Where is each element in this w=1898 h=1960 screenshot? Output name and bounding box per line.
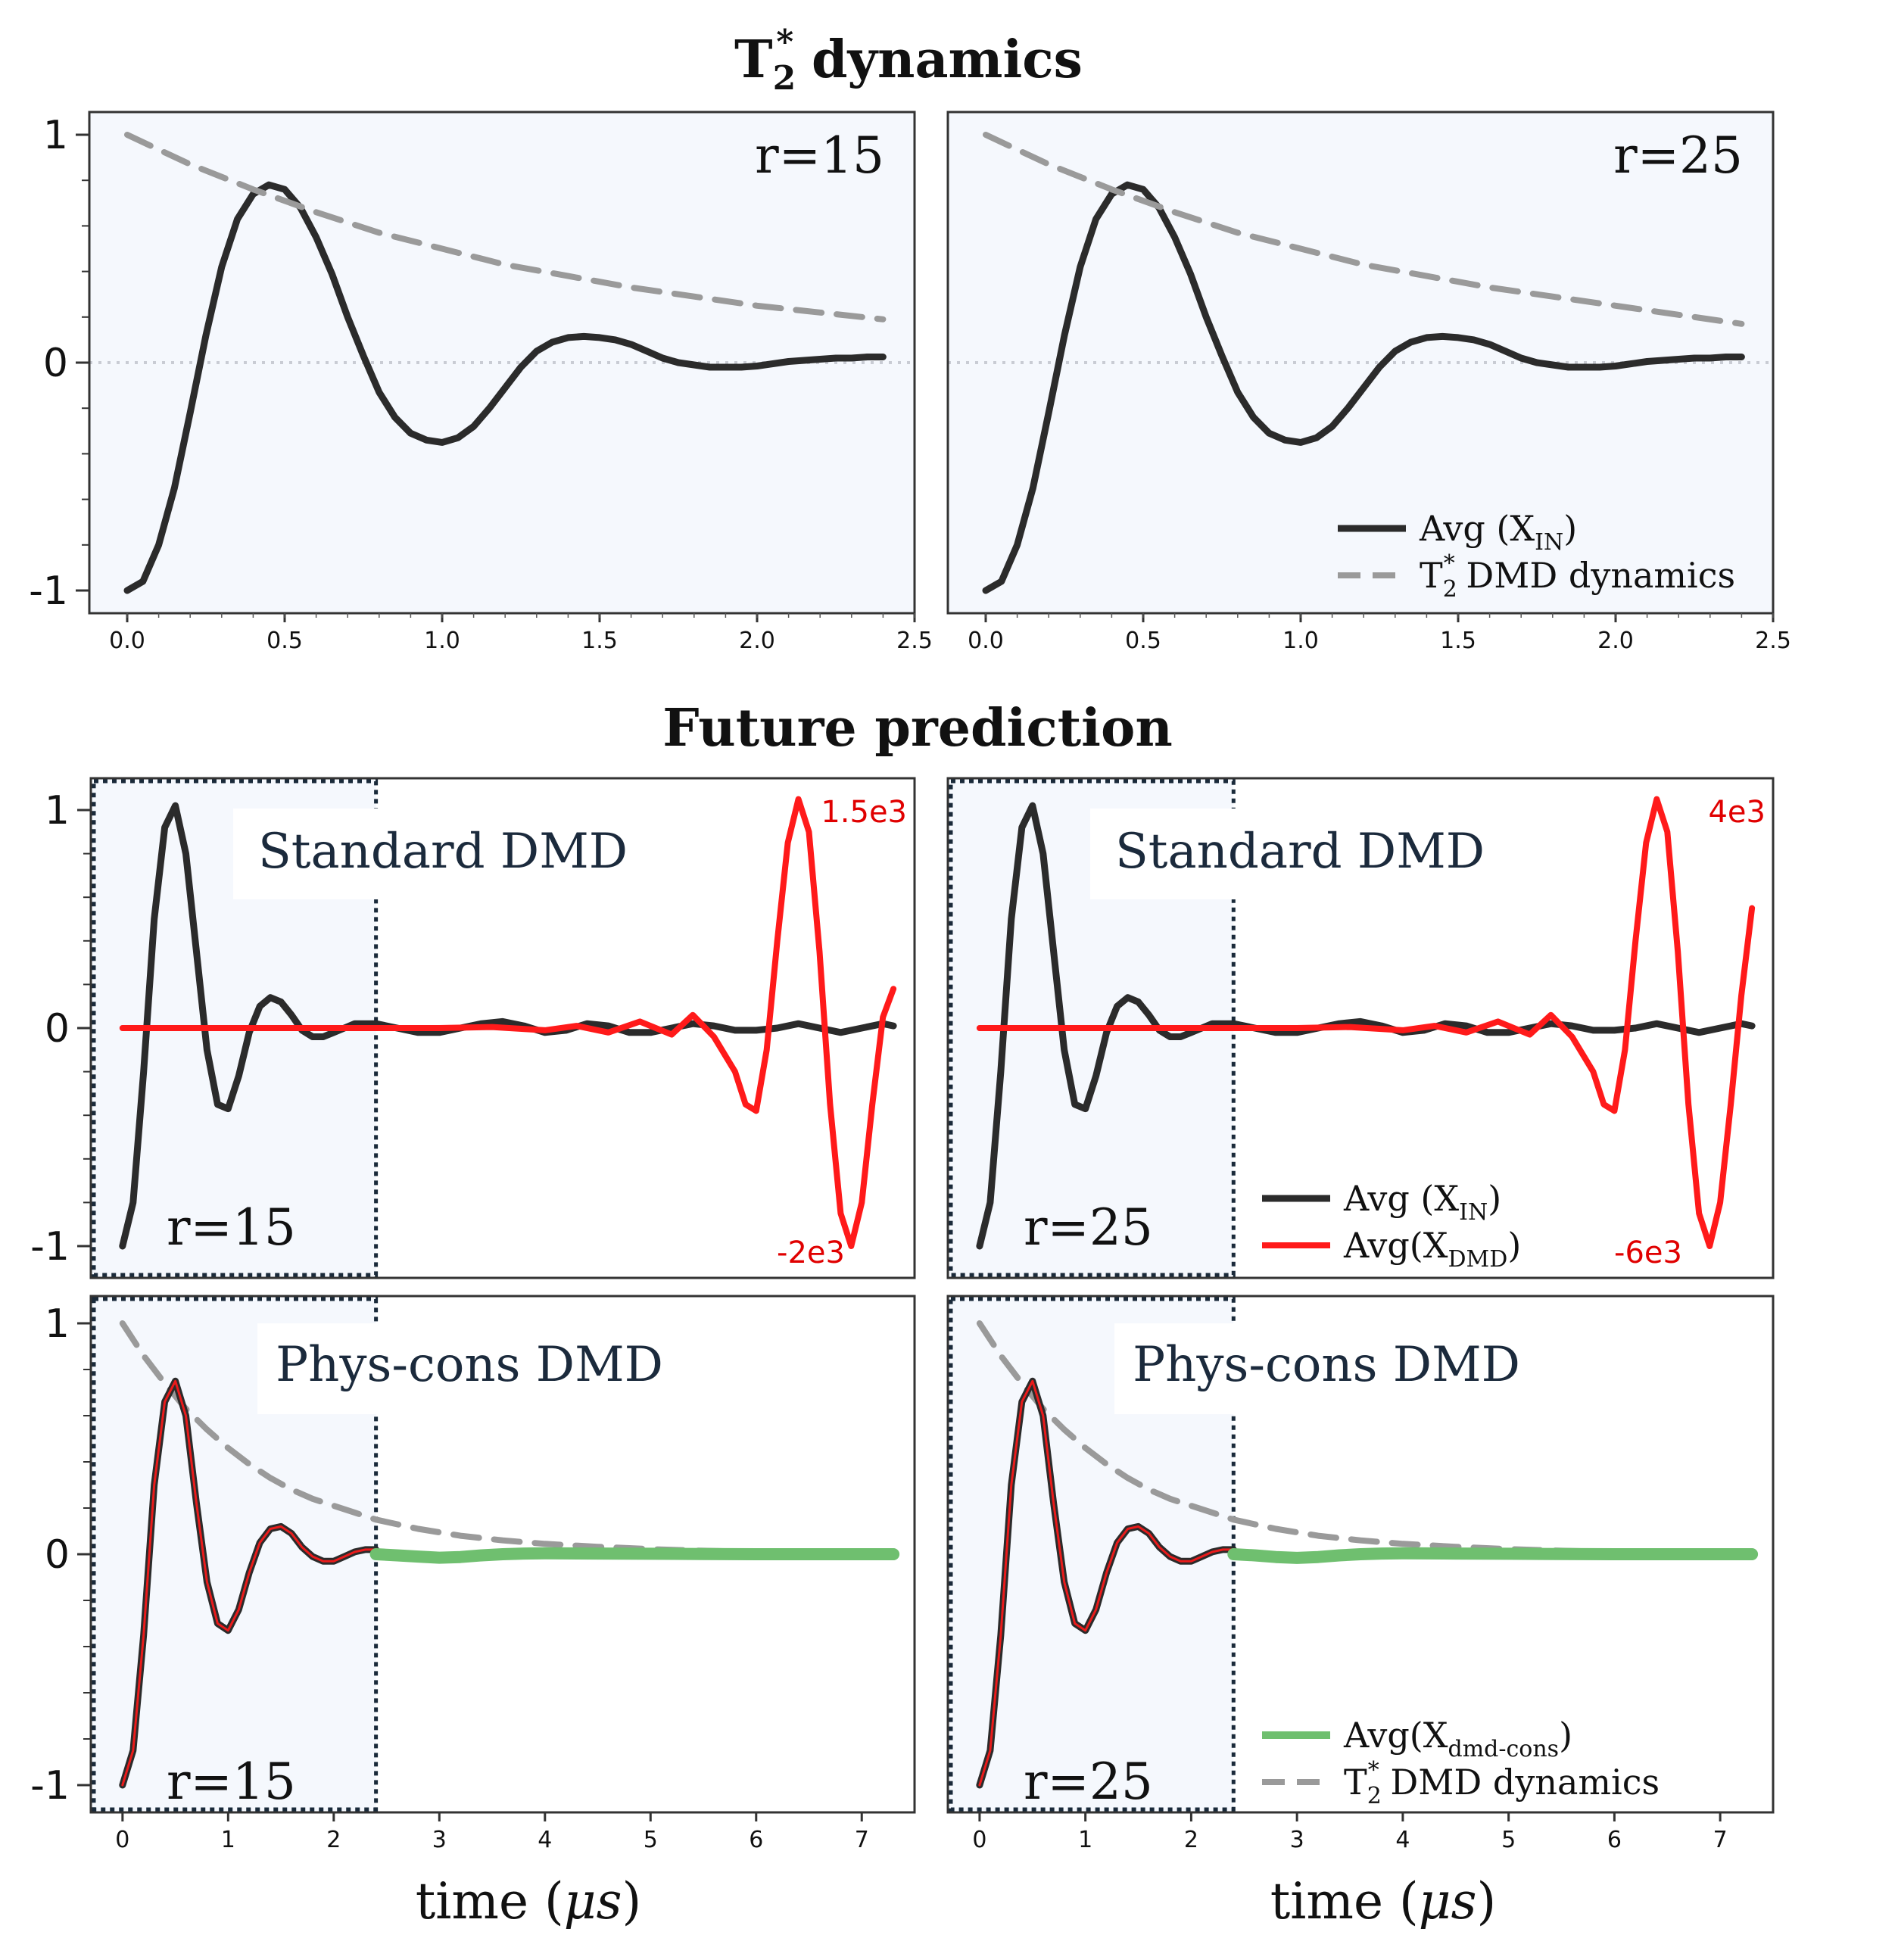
x-tick-label: 0.5	[266, 628, 303, 654]
method-label: Standard DMD	[1115, 824, 1485, 880]
y-tick-label: 1	[43, 113, 68, 158]
min-annotation: -2e3	[777, 1236, 845, 1270]
rank-label: r=15	[167, 1753, 296, 1811]
legend-label: T2* DMD dynamics	[1420, 550, 1735, 603]
x-tick-label: 6	[1607, 1827, 1622, 1853]
top-section-title: T2* dynamics	[734, 23, 1083, 98]
series-line-standard_overlay	[121, 1379, 378, 1787]
panel-mid-right: Standard DMD r=25 4e3 -6e3 Avg (XIN)Avg(XDMD…	[946, 777, 1775, 1279]
x-tick-label: 6	[749, 1827, 763, 1853]
y-axis: 1 0 -1	[30, 1301, 91, 1809]
series-line-standard	[119, 796, 897, 1249]
rank-label: r=25	[1613, 126, 1743, 185]
x-tick-label: 1	[221, 1827, 235, 1853]
series-line-phys	[369, 1547, 900, 1564]
rank-label: r=15	[755, 126, 884, 185]
method-label-box	[233, 809, 627, 899]
x-tick-label: 2.5	[1755, 628, 1791, 654]
method-label: Standard DMD	[258, 824, 628, 880]
x-axis: 0.0 0.5 1.0 1.5 2.0 2.5	[968, 613, 1791, 654]
legend-label: Avg (XIN)	[1343, 1178, 1501, 1226]
x-axis: 0 1 2 3 4 5 6 7	[115, 1812, 869, 1853]
x-tick-label: 2	[1184, 1827, 1198, 1853]
series-line-phys	[1227, 1547, 1759, 1564]
x-tick-label: 4	[538, 1827, 552, 1853]
x-tick-label: 7	[1713, 1827, 1728, 1853]
plot-frame	[946, 111, 1775, 615]
max-annotation: 1.5e3	[821, 795, 907, 830]
x-tick-label: 7	[855, 1827, 869, 1853]
y-tick-label: 0	[45, 1006, 70, 1052]
series-line-standard	[976, 796, 1756, 1249]
bottom-section-title: Future prediction	[662, 698, 1173, 759]
series-line-envelope	[983, 132, 1745, 327]
y-tick-label: 1	[45, 1301, 70, 1347]
method-label: Phys-cons DMD	[1133, 1337, 1520, 1393]
panel-bot-right: Phys-cons DMD r=25 0 1 2 3 4 5 6 7 time (μs) Avg(Xd…	[946, 1295, 1775, 1930]
y-tick-label: 0	[43, 341, 68, 386]
min-annotation: -6e3	[1614, 1236, 1682, 1270]
x-tick-label: 1	[1078, 1827, 1092, 1853]
x-tick-label: 1.5	[581, 628, 618, 654]
y-tick-label: 0	[45, 1532, 70, 1578]
y-tick-label: 1	[45, 788, 70, 834]
method-label: Phys-cons DMD	[276, 1337, 663, 1393]
x-tick-label: 0.5	[1125, 628, 1161, 654]
legend: Avg (XIN)Avg(XDMD)	[1262, 1178, 1521, 1273]
x-axis: 0 1 2 3 4 5 6 7	[972, 1812, 1728, 1853]
panel-bot-left: Phys-cons DMD r=15 1 0 -1 0 1 2 3 4 5 6 7 time (μs)	[30, 1295, 916, 1930]
rank-label: r=15	[167, 1198, 296, 1257]
legend: Avg(Xdmd-cons)T2* DMD dynamics	[1262, 1715, 1660, 1809]
method-label-box	[257, 1323, 681, 1414]
x-tick-label: 5	[644, 1827, 658, 1853]
y-tick-label: -1	[30, 1224, 70, 1270]
rank-label: r=25	[1024, 1198, 1153, 1257]
legend: Avg (XIN)T2* DMD dynamics	[1338, 508, 1735, 603]
x-tick-label: 4	[1395, 1827, 1410, 1853]
max-annotation: 4e3	[1708, 795, 1766, 830]
y-tick-label: -1	[29, 569, 68, 614]
x-tick-label: 5	[1501, 1827, 1516, 1853]
series-line-envelope	[124, 132, 887, 323]
x-tick-label: 1.5	[1440, 628, 1476, 654]
x-tick-label: 1.0	[1282, 628, 1319, 654]
x-tick-label: 0	[115, 1827, 129, 1853]
rank-label: r=25	[1024, 1753, 1153, 1811]
x-axis-label: time (μs)	[416, 1872, 642, 1930]
y-axis: 1 0 -1	[30, 788, 91, 1270]
legend-label: Avg(XDMD)	[1343, 1225, 1521, 1273]
x-axis-label: time (μs)	[1270, 1872, 1497, 1930]
x-tick-label: 3	[1290, 1827, 1304, 1853]
legend-label: Avg(Xdmd-cons)	[1343, 1715, 1572, 1762]
x-tick-label: 0.0	[968, 628, 1004, 654]
plot-frame	[946, 777, 1775, 1279]
x-tick-label: 2.5	[896, 628, 933, 654]
panel-top-right: r=25 0.0 0.5 1.0 1.5 2.0 2.5 Avg (XIN)T2* DMD d…	[946, 111, 1791, 654]
method-label-box	[1114, 1323, 1538, 1414]
legend-label: T2* DMD dynamics	[1344, 1757, 1660, 1809]
legend-label: Avg (XIN)	[1419, 508, 1577, 556]
x-axis: 0.0 0.5 1.0 1.5 2.0 2.5	[109, 613, 933, 654]
x-tick-label: 1.0	[424, 628, 460, 654]
series-line-standard_overlay	[978, 1379, 1235, 1787]
panel-mid-left: Standard DMD r=15 1.5e3 -2e3 1 0 -1	[30, 777, 916, 1279]
method-label-box	[1090, 809, 1484, 899]
x-tick-label: 0.0	[109, 628, 145, 654]
y-tick-label: -1	[30, 1763, 70, 1809]
x-tick-label: 2	[326, 1827, 341, 1853]
x-tick-label: 2.0	[1597, 628, 1634, 654]
x-tick-label: 0	[972, 1827, 986, 1853]
x-tick-label: 2.0	[739, 628, 775, 654]
panel-top-left: r=15 1 0 -1 0.0 0.5 1.0 1.5 2.0 2.5	[29, 111, 933, 654]
series-line-measured	[123, 181, 887, 594]
y-axis: 1 0 -1	[29, 113, 89, 614]
x-tick-label: 3	[432, 1827, 447, 1853]
plot-frame	[946, 1295, 1775, 1814]
series-line-measured	[982, 181, 1745, 594]
